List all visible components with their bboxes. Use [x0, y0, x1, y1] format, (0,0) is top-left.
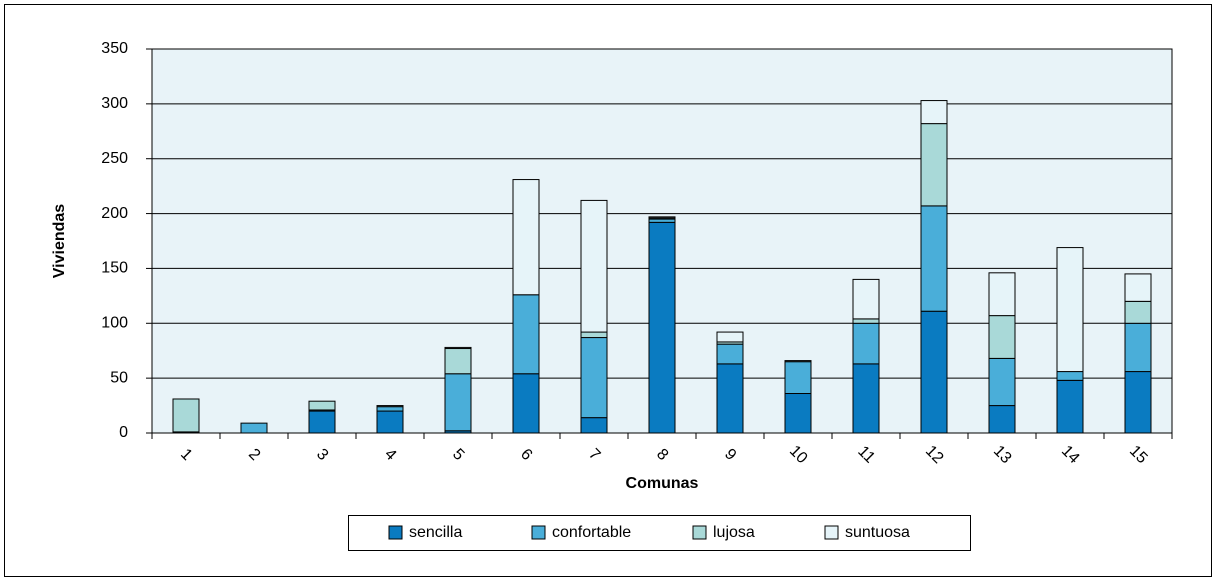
legend-label: confortable — [552, 524, 631, 541]
bar-segment — [1056, 247, 1084, 373]
legend-swatch — [824, 525, 839, 540]
bar-segment — [920, 205, 948, 312]
y-tick-label: 200 — [101, 205, 128, 222]
y-tick-label: 350 — [101, 40, 128, 57]
bar-segment — [988, 357, 1016, 407]
bar-segment — [784, 360, 812, 363]
bar-segment — [1056, 371, 1084, 381]
bar-segment — [920, 310, 948, 434]
y-axis-title: Viviendas — [51, 204, 68, 279]
bar-segment — [308, 400, 336, 411]
bar-segment — [376, 410, 404, 434]
bar-segment — [852, 278, 880, 320]
bar-segment — [648, 216, 676, 219]
legend-swatch — [388, 525, 403, 540]
y-tick-label: 250 — [101, 150, 128, 167]
bar-segment — [580, 337, 608, 419]
bar-segment — [852, 322, 880, 365]
legend-label: lujosa — [713, 524, 755, 541]
bar-segment — [1124, 300, 1152, 324]
bar-segment — [1124, 273, 1152, 302]
bar-segment — [716, 343, 744, 365]
bar-segment — [444, 373, 472, 432]
legend-box — [348, 515, 971, 551]
x-axis-title: Comunas — [626, 475, 699, 492]
y-tick-label: 300 — [101, 95, 128, 112]
legend-swatch — [531, 525, 546, 540]
y-tick-label: 150 — [101, 260, 128, 277]
bar-segment — [172, 398, 200, 433]
bar-segment — [580, 199, 608, 333]
bar-segment — [988, 272, 1016, 317]
bar-segment — [512, 294, 540, 375]
y-tick-label: 0 — [119, 424, 128, 441]
bar-segment — [988, 315, 1016, 359]
legend-swatch — [692, 525, 707, 540]
bar-segment — [716, 363, 744, 434]
legend-label: suntuosa — [845, 524, 910, 541]
bar-segment — [784, 393, 812, 434]
bar-segment — [308, 410, 336, 434]
bar-segment — [852, 363, 880, 434]
bar-segment — [580, 417, 608, 434]
legend-label: sencilla — [409, 524, 462, 541]
bar-segment — [784, 361, 812, 395]
bar-segment — [444, 346, 472, 350]
bar-segment — [716, 331, 744, 343]
bar-segment — [240, 422, 268, 434]
bar-segment — [580, 331, 608, 339]
bar-segment — [852, 318, 880, 324]
legend: sencilla confortable lujosa suntuosa — [348, 515, 971, 551]
bar-segment — [988, 405, 1016, 434]
bar-segment — [512, 373, 540, 434]
bar-segment — [920, 100, 948, 125]
bar-segment — [1124, 322, 1152, 373]
bar-segment — [920, 123, 948, 207]
y-tick-label: 50 — [110, 369, 128, 386]
bar-segment — [1124, 371, 1152, 434]
bar-segment — [512, 179, 540, 296]
bar-segment — [376, 405, 404, 408]
bar-segment — [1056, 379, 1084, 434]
bar-segment — [648, 221, 676, 434]
y-tick-label: 100 — [101, 315, 128, 332]
bar-segment — [444, 348, 472, 375]
bar-segment — [376, 406, 404, 412]
